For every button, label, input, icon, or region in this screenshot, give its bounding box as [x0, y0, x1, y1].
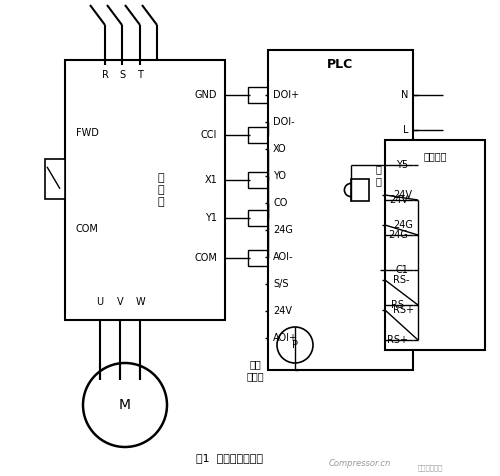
- Text: DOI-: DOI-: [273, 117, 294, 127]
- Text: RS+: RS+: [387, 335, 408, 345]
- Text: S: S: [119, 70, 125, 80]
- Text: GND: GND: [194, 90, 217, 100]
- Text: COM: COM: [194, 253, 217, 263]
- Text: 24G: 24G: [393, 220, 413, 230]
- Text: X1: X1: [204, 175, 217, 185]
- Text: Y5: Y5: [396, 160, 408, 170]
- Bar: [268, 50, 413, 370]
- Bar: [248, 210, 268, 226]
- Text: C1: C1: [395, 265, 408, 275]
- Text: AOI+: AOI+: [273, 333, 298, 343]
- Text: R: R: [102, 70, 108, 80]
- Bar: [248, 87, 268, 103]
- Bar: [248, 127, 268, 143]
- Text: Y1: Y1: [205, 213, 217, 223]
- Text: CO: CO: [273, 198, 287, 208]
- Text: P: P: [292, 340, 298, 350]
- Text: 24V: 24V: [273, 306, 292, 316]
- Text: RS+: RS+: [393, 305, 414, 315]
- Text: RS-: RS-: [392, 300, 408, 310]
- Text: AOI-: AOI-: [273, 252, 293, 262]
- Text: L: L: [402, 125, 408, 135]
- Text: M: M: [119, 398, 131, 412]
- Bar: [45, 159, 65, 199]
- Text: FWD: FWD: [76, 128, 98, 138]
- Text: T: T: [137, 70, 143, 80]
- Text: S/S: S/S: [273, 279, 288, 289]
- Text: 24V: 24V: [389, 195, 408, 205]
- Text: XO: XO: [273, 144, 286, 154]
- Text: 24G: 24G: [388, 230, 408, 240]
- Bar: [351, 179, 369, 201]
- Text: COM: COM: [76, 224, 98, 234]
- Bar: [248, 250, 268, 266]
- Text: PLC: PLC: [328, 59, 353, 71]
- Text: 24G: 24G: [273, 225, 293, 235]
- Text: W: W: [135, 297, 145, 307]
- Text: 电
铃: 电 铃: [375, 164, 381, 186]
- Text: CCI: CCI: [200, 130, 217, 140]
- Text: 变
频
器: 变 频 器: [158, 173, 164, 207]
- Bar: [248, 172, 268, 188]
- Text: U: U: [96, 297, 103, 307]
- Text: 压力
传感器: 压力 传感器: [246, 359, 264, 381]
- Text: YO: YO: [273, 171, 286, 181]
- Text: 图1  系统组成示意图: 图1 系统组成示意图: [196, 453, 264, 463]
- Text: V: V: [116, 297, 123, 307]
- Text: N: N: [400, 90, 408, 100]
- Bar: [385, 140, 485, 350]
- Text: 人机界面: 人机界面: [423, 151, 447, 161]
- Text: RS-: RS-: [393, 275, 409, 285]
- Text: DOI+: DOI+: [273, 90, 299, 100]
- Bar: [65, 60, 225, 320]
- Text: Compressor.cn: Compressor.cn: [329, 458, 391, 467]
- Text: 24V: 24V: [393, 190, 412, 200]
- Text: 中国压缩机网: 中国压缩机网: [417, 465, 443, 471]
